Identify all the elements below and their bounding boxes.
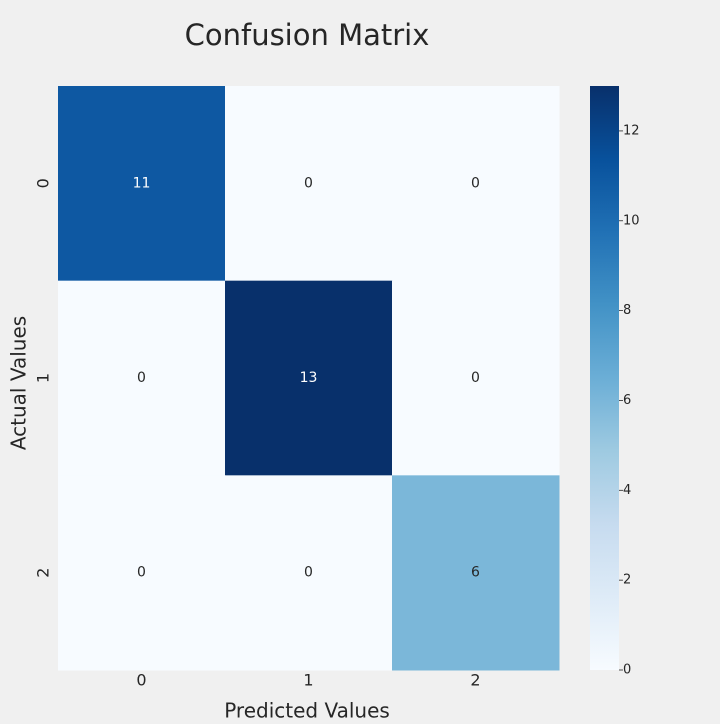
- colorbar-tick-label: 8: [623, 303, 631, 318]
- heatmap-cell: [392, 86, 560, 282]
- heatmap-cell: [58, 475, 226, 671]
- x-tick-label: 2: [470, 671, 480, 690]
- y-tick-label: 1: [34, 373, 53, 383]
- cell-label: 0: [137, 370, 146, 386]
- x-axis-label: Predicted Values: [224, 699, 390, 721]
- heatmap-cell: [225, 475, 393, 671]
- cell-label: 0: [471, 175, 480, 191]
- cell-label: 11: [133, 175, 151, 191]
- heatmap-cell: [392, 280, 560, 476]
- heatmap-cell: [225, 86, 393, 282]
- heatmap-cell: [225, 280, 393, 476]
- colorbar-tick-label: 12: [623, 123, 640, 138]
- x-tick-label: 0: [136, 671, 146, 690]
- colorbar-tick-label: 10: [623, 213, 640, 228]
- cell-label: 0: [137, 565, 146, 581]
- heatmap-cell: [58, 86, 226, 282]
- colorbar: [590, 86, 619, 670]
- colorbar-tick-label: 4: [623, 483, 631, 498]
- colorbar-tick-label: 6: [623, 393, 631, 408]
- heatmap-cell: [392, 475, 560, 671]
- x-tick-label: 1: [303, 671, 313, 690]
- y-tick-label: 0: [34, 178, 53, 188]
- cell-label: 0: [304, 565, 313, 581]
- heatmap-cell: [58, 280, 226, 476]
- y-tick-label: 2: [34, 568, 53, 578]
- cell-label: 6: [471, 565, 480, 581]
- colorbar-tick-label: 0: [623, 663, 631, 678]
- chart-title: Confusion Matrix: [185, 18, 430, 52]
- colorbar-tick-label: 2: [623, 573, 631, 588]
- cell-label: 13: [300, 370, 318, 386]
- y-axis-label: Actual Values: [7, 316, 31, 450]
- cell-label: 0: [471, 370, 480, 386]
- cell-label: 0: [304, 175, 313, 191]
